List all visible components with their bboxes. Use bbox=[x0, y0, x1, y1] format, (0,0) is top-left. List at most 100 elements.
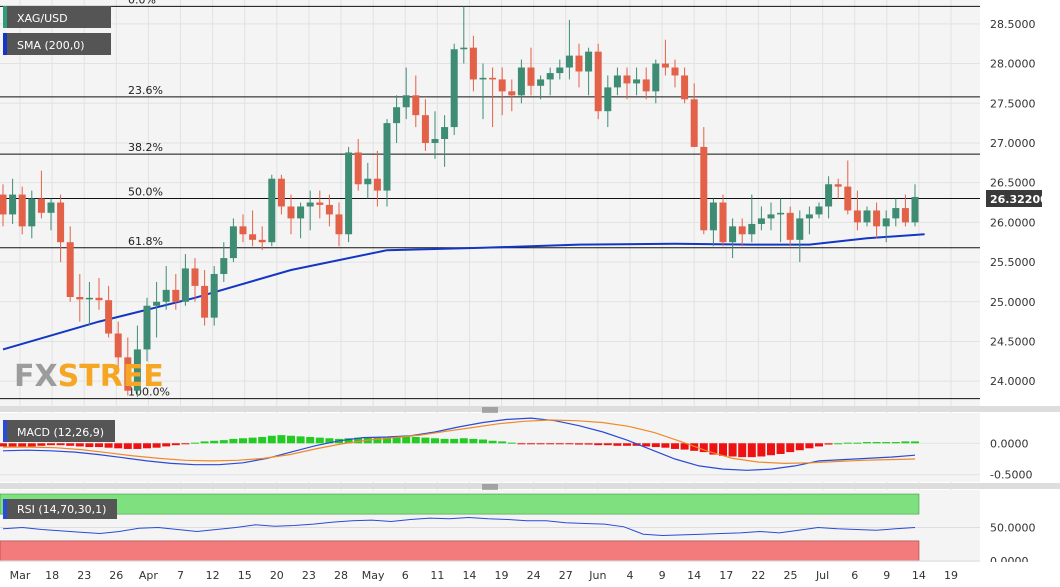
candle bbox=[393, 95, 401, 143]
candle bbox=[105, 285, 113, 338]
candle-body bbox=[258, 239, 266, 243]
candle-body bbox=[239, 226, 247, 235]
candle bbox=[613, 67, 621, 96]
candle-body bbox=[124, 357, 132, 391]
candle bbox=[124, 337, 132, 396]
candle-body bbox=[738, 226, 746, 235]
watermark-part2: STREE bbox=[58, 359, 164, 394]
candle bbox=[287, 194, 295, 235]
candle-body bbox=[450, 49, 458, 128]
candle bbox=[546, 67, 554, 96]
macd-histogram-bar bbox=[411, 437, 420, 444]
x-tick-label: 19 bbox=[495, 569, 509, 582]
macd-histogram-bar bbox=[853, 442, 862, 444]
candle bbox=[0, 184, 7, 227]
candle bbox=[700, 127, 708, 235]
fib-label: 23.6% bbox=[128, 84, 163, 97]
macd-histogram-bar bbox=[517, 443, 526, 445]
candle-body bbox=[297, 206, 305, 219]
candle bbox=[402, 67, 410, 120]
pane-separator-rsi[interactable] bbox=[0, 483, 1060, 489]
candle-body bbox=[681, 75, 689, 100]
candle bbox=[239, 214, 247, 243]
macd-tick-label: -0.5000 bbox=[990, 469, 1032, 482]
candle-body bbox=[911, 196, 919, 223]
x-tick-label: 24 bbox=[527, 569, 541, 582]
macd-histogram-bar bbox=[104, 443, 113, 448]
candle-body bbox=[345, 152, 353, 235]
candle-body bbox=[229, 226, 237, 259]
candle-body bbox=[613, 75, 621, 88]
candle-body bbox=[364, 178, 372, 185]
candle-body bbox=[9, 194, 17, 215]
macd-histogram-bar bbox=[8, 443, 17, 447]
macd-histogram-bar bbox=[66, 443, 75, 446]
candle-body bbox=[777, 212, 785, 215]
macd-histogram-bar bbox=[555, 443, 564, 445]
macd-histogram-bar bbox=[162, 443, 171, 447]
x-tick-label: 22 bbox=[751, 569, 765, 582]
candle bbox=[297, 202, 305, 239]
candle-body bbox=[441, 127, 449, 139]
x-tick-label: May bbox=[362, 569, 385, 582]
candle-body bbox=[652, 63, 660, 92]
candle-body bbox=[421, 115, 429, 143]
symbol-badge bbox=[3, 6, 111, 28]
macd-histogram-bar bbox=[584, 443, 593, 445]
signal-line bbox=[3, 419, 916, 465]
macd-histogram-bar bbox=[479, 439, 487, 444]
macd-histogram-bar bbox=[661, 443, 670, 448]
rsi-badge-accent bbox=[3, 499, 7, 519]
macd-histogram-bar bbox=[882, 442, 891, 444]
macd-histogram-bar bbox=[200, 441, 209, 444]
macd-histogram-bar bbox=[325, 438, 334, 444]
macd-histogram-bar bbox=[392, 437, 401, 444]
candle-body bbox=[153, 301, 161, 306]
macd-histogram-bar bbox=[296, 436, 305, 444]
candle-body bbox=[133, 349, 141, 391]
candle bbox=[210, 266, 218, 326]
macd-histogram-bar bbox=[56, 443, 65, 446]
candle bbox=[57, 194, 65, 263]
candle bbox=[517, 59, 525, 104]
macd-histogram-bar bbox=[872, 442, 881, 444]
x-tick-label: 27 bbox=[559, 569, 573, 582]
candle-body bbox=[268, 178, 276, 243]
y-tick-label: 27.0000 bbox=[990, 137, 1036, 150]
drag-handle-2[interactable] bbox=[482, 484, 498, 490]
candle bbox=[335, 202, 343, 247]
macd-histogram-bar bbox=[603, 443, 612, 446]
macd-histogram-bar bbox=[402, 436, 411, 444]
candle-body bbox=[210, 273, 218, 318]
macd-histogram-bar bbox=[315, 437, 324, 444]
macd-histogram-bar bbox=[795, 443, 804, 451]
price-panel bbox=[0, 0, 980, 406]
candle-body bbox=[537, 79, 545, 86]
x-tick-label: 9 bbox=[659, 569, 666, 582]
candle bbox=[508, 79, 516, 112]
candle-body bbox=[114, 333, 122, 358]
macd-histogram-bar bbox=[507, 442, 516, 444]
candle bbox=[364, 162, 372, 199]
pane-separator-macd[interactable] bbox=[0, 406, 1060, 412]
candle-body bbox=[181, 268, 189, 302]
y-tick-label: 24.0000 bbox=[990, 375, 1036, 388]
macd-histogram-bar bbox=[47, 443, 55, 446]
candle bbox=[853, 190, 861, 231]
drag-handle-1[interactable] bbox=[482, 407, 498, 413]
macd-histogram-bar bbox=[709, 443, 718, 455]
candle bbox=[431, 111, 439, 159]
candle-body bbox=[412, 95, 420, 116]
current-price-tag bbox=[986, 190, 1042, 207]
candle-body bbox=[642, 79, 650, 92]
macd-line bbox=[2, 417, 916, 471]
candle-body bbox=[373, 178, 381, 191]
macd-histogram-bar bbox=[95, 443, 103, 448]
candle bbox=[345, 146, 353, 243]
candle bbox=[229, 218, 237, 263]
macd-histogram-bar bbox=[133, 443, 142, 449]
macd-badge bbox=[3, 420, 115, 442]
candle-body bbox=[882, 218, 890, 227]
candle-body bbox=[249, 234, 257, 240]
